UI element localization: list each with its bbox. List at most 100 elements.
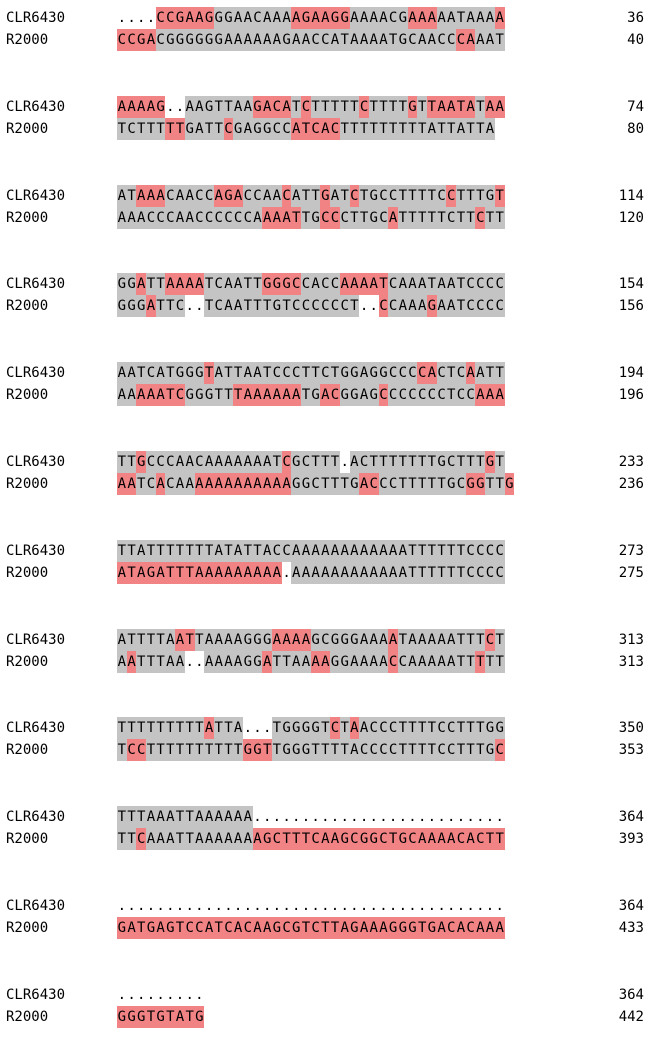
residue: T	[417, 561, 427, 584]
residue: C	[378, 184, 389, 207]
residue: C	[407, 362, 418, 385]
residue: .	[127, 10, 136, 26]
residue: A	[175, 473, 185, 495]
sequence-name: CLR6430	[6, 10, 66, 26]
residue: A	[446, 650, 457, 673]
residue: C	[281, 362, 292, 385]
residue: C	[310, 117, 321, 140]
residue: T	[223, 739, 234, 762]
residue: .	[417, 898, 427, 914]
sequence-row: CLR6430 AATCATGGGTATTAATCCCTTCTGGAGGCCCCA…	[0, 362, 650, 385]
residue: C	[320, 628, 331, 651]
residue: .	[282, 564, 291, 581]
residue: T	[204, 295, 214, 318]
residue: A	[417, 628, 427, 651]
residue: A	[320, 650, 331, 673]
residue: A	[242, 95, 253, 118]
residue: C	[485, 273, 495, 296]
residue: G	[146, 561, 156, 584]
sequence-row: CLR6430 TTGCCCAACAAAAAAATCGCTTT.ACTTTTTTT…	[0, 451, 650, 473]
residue: T	[397, 184, 408, 207]
residue: T	[465, 117, 476, 140]
residue: T	[446, 561, 457, 584]
residue: C	[436, 384, 447, 407]
residue: A	[407, 7, 418, 29]
sequence-name: CLR6430	[6, 720, 66, 737]
residue: C	[165, 473, 176, 495]
residue: .	[282, 809, 291, 826]
sequence-row: CLR6430 GGATTAAAATCAATTGGGCCACCAAAATCAAAT…	[0, 273, 650, 296]
residue: A	[204, 650, 214, 673]
residue: .	[321, 898, 330, 914]
sequence-row: R2000 AATTTAA..AAAAGGATTAAAAGGAAAACCAAAAA…	[0, 650, 650, 673]
residue: A	[388, 561, 398, 584]
residue: .	[495, 809, 504, 826]
residue: A	[223, 561, 234, 584]
residue: A	[213, 539, 224, 562]
residue: T	[475, 717, 486, 740]
residue: A	[436, 628, 447, 651]
residue: C	[417, 362, 427, 385]
residue: .	[195, 986, 204, 1003]
residue: T	[417, 184, 427, 207]
residue: .	[243, 898, 252, 914]
residue: C	[349, 184, 360, 207]
sequence-position: 275	[618, 564, 644, 581]
residue: A	[155, 473, 166, 495]
residue: T	[417, 539, 427, 562]
residue: A	[126, 95, 137, 118]
residue: T	[233, 739, 243, 762]
residue: C	[126, 117, 137, 140]
residue: T	[310, 362, 321, 385]
residue: T	[436, 206, 447, 229]
residue: C	[194, 206, 205, 229]
residue: A	[155, 561, 166, 584]
residue: T	[301, 117, 311, 140]
residue: T	[204, 362, 214, 385]
residue: T	[262, 362, 272, 385]
residue: T	[407, 184, 418, 207]
residue: T	[146, 628, 156, 651]
residue: T	[136, 806, 147, 829]
residue: A	[397, 295, 408, 318]
residue: A	[233, 650, 243, 673]
residue: A	[146, 828, 156, 851]
residue: C	[485, 561, 495, 584]
sequence-residues: AAACCCAACCCCCCAAAATTGCCCTTGCATTTTTCTTCTT	[117, 206, 505, 229]
residue: T	[233, 362, 243, 385]
residue: T	[465, 739, 476, 762]
sequence-position: 154	[618, 276, 644, 293]
residue: A	[223, 273, 234, 296]
residue: A	[184, 7, 195, 29]
residue: A	[194, 95, 205, 118]
residue: A	[184, 473, 195, 495]
sequence-name: CLR6430	[6, 809, 66, 826]
residue: A	[155, 384, 166, 407]
residue: .	[195, 898, 204, 914]
residue: T	[184, 539, 195, 562]
residue: C	[204, 206, 214, 229]
residue: T	[310, 95, 321, 118]
residue: A	[204, 473, 214, 495]
residue: A	[475, 29, 486, 51]
residue: A	[262, 539, 272, 562]
residue: G	[436, 451, 447, 473]
residue: G	[155, 1005, 166, 1028]
residue: T	[175, 717, 185, 740]
sequence-name: CLR6430	[6, 365, 66, 382]
residue: A	[204, 828, 214, 851]
residue: G	[310, 206, 321, 229]
residue: A	[223, 828, 234, 851]
residue: G	[126, 273, 137, 296]
residue: T	[417, 117, 427, 140]
residue: G	[117, 273, 127, 296]
residue: G	[223, 184, 234, 207]
residue: T	[281, 295, 292, 318]
residue: C	[310, 473, 321, 495]
residue: C	[494, 739, 505, 762]
residue: .	[388, 809, 398, 826]
residue: C	[310, 295, 321, 318]
residue: G	[262, 273, 272, 296]
residue: T	[136, 650, 147, 673]
residue: .	[117, 10, 127, 26]
